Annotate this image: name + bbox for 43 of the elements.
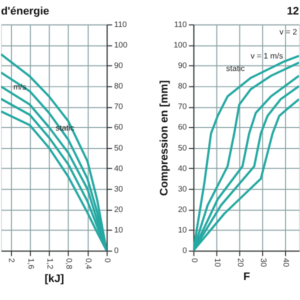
y-tick-label: 100 — [114, 40, 128, 50]
y-tick-label: 110 — [174, 20, 188, 29]
y-tick-label: 90 — [114, 61, 124, 70]
annotation: static — [226, 64, 245, 73]
y-tick-label: 10 — [178, 226, 188, 235]
y-tick-label: 110 — [114, 20, 128, 29]
annotation: v = 1 m/s — [250, 52, 284, 61]
y-tick-label: 70 — [114, 102, 124, 112]
y-tick-label: 20 — [178, 204, 188, 214]
chart-title: d'énergie — [0, 5, 50, 18]
y-tick-label: 30 — [114, 184, 124, 194]
annotation: v = 2 — [280, 27, 298, 36]
x-tick-label: 30 — [258, 258, 268, 268]
x-tick-label: 2 — [7, 258, 16, 264]
y-tick-label: 60 — [178, 122, 188, 132]
x-axis-title: F — [243, 270, 250, 283]
x-tick-label: 20 — [236, 258, 245, 268]
y-tick-label: 0 — [114, 246, 120, 256]
y-tick-label: 10 — [114, 226, 124, 235]
x-tick-label: 0,4 — [84, 258, 93, 270]
x-tick-label: 10 — [212, 258, 222, 268]
y-tick-label: 60 — [114, 122, 124, 132]
y-tick-label: 80 — [178, 82, 188, 91]
y-tick-label: 50 — [178, 143, 188, 152]
x-axis-title: [kJ] — [44, 273, 64, 286]
y-tick-label: 80 — [114, 82, 124, 91]
x-tick-label: 40 — [282, 258, 291, 268]
y-tick-label: 100 — [174, 40, 188, 50]
y-tick-label: 0 — [182, 246, 188, 256]
x-tick-label: 1,2 — [46, 258, 55, 270]
x-tick-label: 0 — [103, 258, 112, 264]
y-tick-label: 70 — [178, 102, 188, 112]
chart-title: 12 — [286, 5, 300, 18]
y-tick-label: 90 — [178, 61, 188, 70]
y-tick-label: 30 — [178, 184, 188, 194]
x-tick-label: 0,8 — [64, 258, 74, 270]
y-tick-label: 20 — [114, 204, 124, 214]
y-axis-title: Compression en [mm] — [158, 80, 171, 196]
y-tick-label: 50 — [114, 143, 124, 152]
y-tick-label: 40 — [178, 164, 188, 173]
x-tick-label: 1,6 — [26, 258, 36, 270]
x-tick-label: 0 — [190, 258, 199, 264]
y-tick-label: 40 — [114, 164, 124, 173]
